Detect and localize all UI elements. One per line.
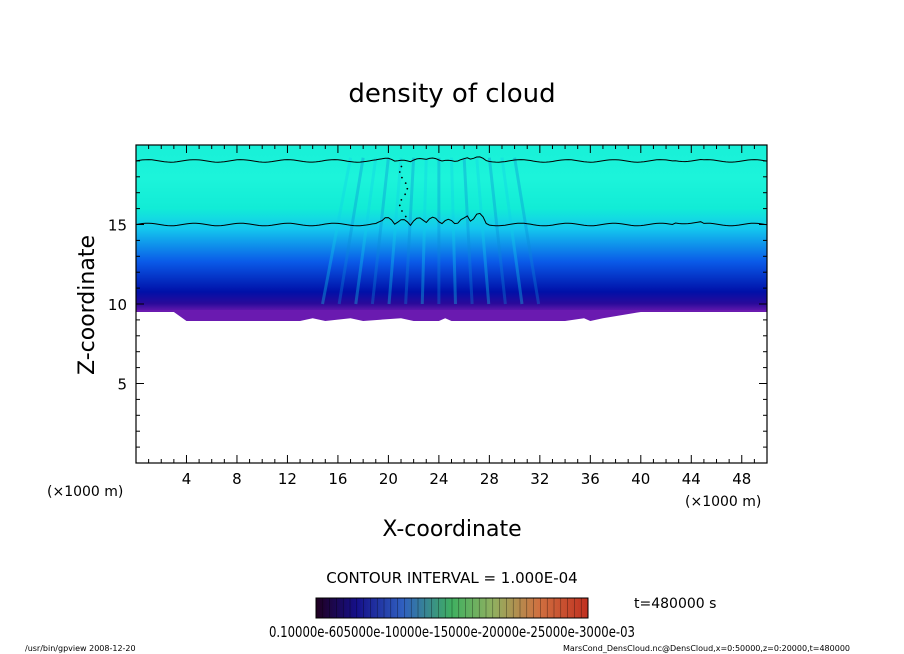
cloud-base-boundary	[136, 309, 767, 321]
contour-interval-label: CONTOUR INTERVAL = 1.000E-04	[326, 569, 577, 587]
footer-right: MarsCond_DensCloud.nc@DensCloud,x=0:5000…	[563, 644, 850, 653]
wave-streak	[487, 157, 507, 305]
x-axis-label: X-coordinate	[382, 517, 521, 542]
x-tick-label: 24	[429, 470, 448, 488]
contour-dot	[401, 176, 403, 179]
plot-area	[136, 145, 767, 321]
x-tick-label: 8	[232, 470, 242, 488]
colorbar-labels: 0.10000e-605000e-10000e-15000e-20000e-25…	[269, 623, 635, 641]
y-tick-label: 15	[108, 217, 127, 235]
x-tick-label: 4	[182, 470, 192, 488]
contour-dots	[398, 165, 409, 218]
contour-dot	[400, 165, 403, 168]
x-unit-left: (×1000 m)	[47, 484, 123, 500]
wave-streaks	[321, 157, 541, 305]
x-tick-label: 40	[631, 470, 650, 488]
contour-line-lower	[136, 212, 767, 227]
cloud-density-field	[136, 145, 767, 312]
x-tick-label: 44	[682, 470, 701, 488]
wave-streak	[321, 157, 353, 305]
wave-streak	[387, 157, 403, 305]
contour-line-upper	[136, 156, 767, 163]
contour-dot	[398, 171, 401, 173]
wave-streak	[462, 157, 474, 305]
wave-streak	[370, 157, 390, 305]
footer-left: /usr/bin/gpview 2008-12-20	[25, 644, 136, 653]
y-axis-ticks: 5 10 15	[108, 160, 767, 448]
chart-title: density of cloud	[348, 79, 555, 109]
wave-streak	[354, 157, 378, 305]
wave-streak	[450, 157, 457, 305]
x-tick-label: 28	[480, 470, 499, 488]
x-tick-label: 20	[379, 470, 398, 488]
x-tick-label: 32	[530, 470, 549, 488]
wave-streak	[420, 157, 428, 305]
x-tick-label: 16	[328, 470, 347, 488]
wave-streak	[404, 157, 416, 305]
contour-dot	[400, 198, 403, 201]
wave-streak	[513, 157, 541, 305]
colorbar-ticks	[322, 598, 582, 618]
wave-streak	[475, 157, 491, 305]
x-tick-label: 12	[278, 470, 297, 488]
contour-dot	[404, 193, 407, 196]
wave-streak	[500, 157, 524, 305]
contour-dot	[404, 215, 407, 218]
x-axis-ticks: 4 8 12 16 20 24 28 32 36 40 44 48	[148, 145, 755, 488]
contour-dot	[398, 204, 401, 207]
x-tick-label: 36	[581, 470, 600, 488]
x-tick-label: 48	[732, 470, 751, 488]
y-tick-label: 5	[117, 376, 127, 394]
x-unit-right: (×1000 m)	[685, 494, 761, 510]
time-label: t=480000 s	[634, 596, 716, 612]
wave-streak	[337, 157, 365, 305]
contour-dot	[406, 187, 409, 190]
y-axis-label: Z-coordinate	[75, 235, 100, 375]
contour-dot	[401, 210, 403, 212]
y-tick-label: 10	[108, 296, 127, 314]
contour-dot	[404, 182, 407, 185]
